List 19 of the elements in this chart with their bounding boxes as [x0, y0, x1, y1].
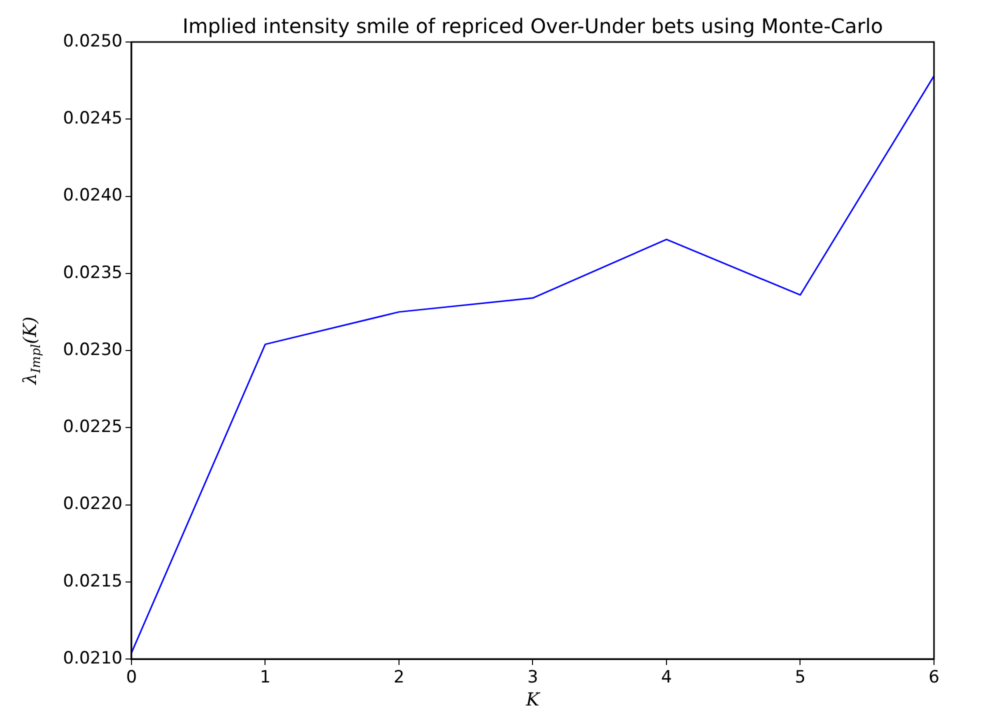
y-tick-label: 0.0225: [63, 417, 122, 438]
y-tick-label: 0.0220: [63, 494, 122, 514]
y-tick-label: 0.0230: [63, 340, 122, 360]
x-tick-label: 1: [260, 668, 271, 688]
x-tick-label: 5: [794, 668, 806, 688]
y-tick-label: 0.0240: [63, 186, 122, 206]
y-tick-label: 0.0215: [63, 571, 122, 592]
x-tick-label: 2: [394, 668, 404, 688]
y-tick-label: 0.0250: [63, 31, 122, 52]
x-tick-label: 3: [527, 668, 538, 688]
chart-title: Implied intensity smile of repriced Over-Under bets using Monte-Carlo: [182, 14, 884, 38]
x-tick-label: 4: [661, 668, 672, 688]
y-tick-label: 0.0235: [63, 262, 122, 283]
x-tick-label: 6: [928, 668, 940, 688]
y-axis-title: λImpl(K): [20, 316, 44, 386]
y-tick-label: 0.0245: [63, 108, 122, 129]
x-axis-title: K: [525, 690, 542, 711]
y-tick-label: 0.0210: [63, 648, 122, 668]
x-tick-label: 0: [126, 668, 137, 688]
